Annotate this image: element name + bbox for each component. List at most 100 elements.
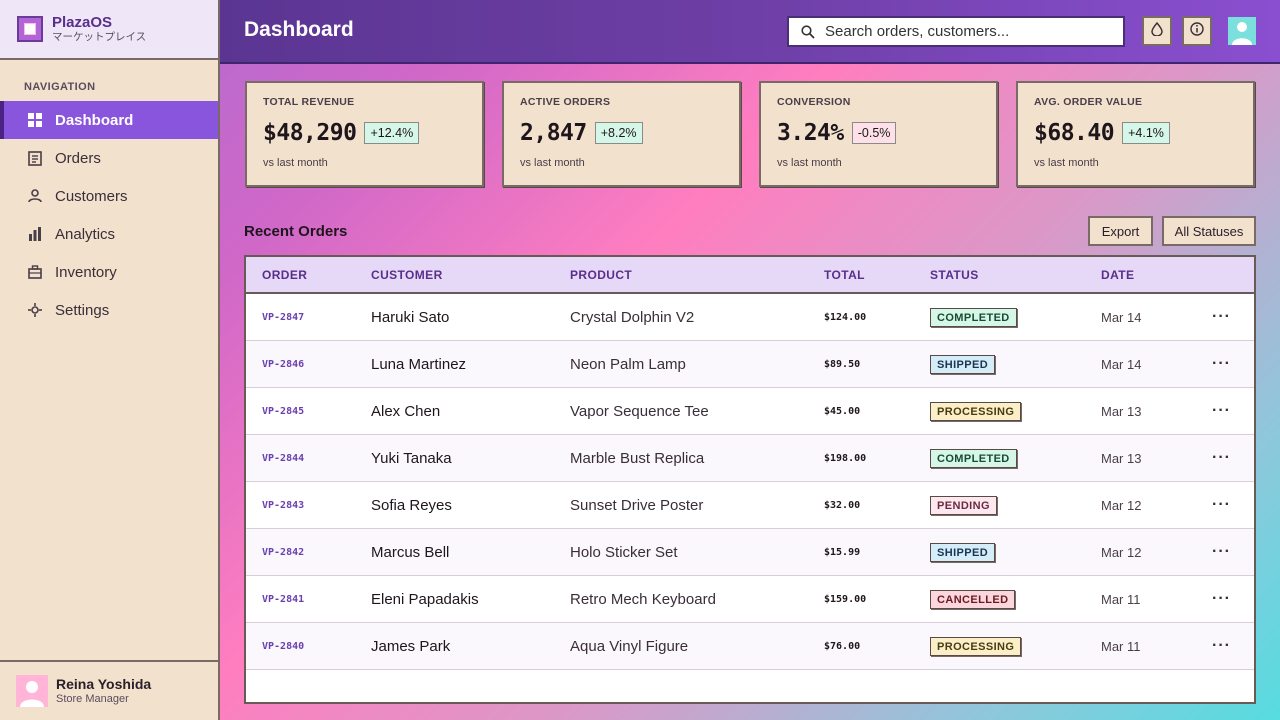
sidebar-item-settings[interactable]: Settings [0,291,218,329]
nav-heading: NAVIGATION [24,81,96,93]
info-icon [1190,21,1204,41]
brand-name: PlazaOS [52,13,113,31]
table-row[interactable]: VP-2842 Marcus Bell Holo Sticker Set $15… [246,529,1254,576]
table-row[interactable]: VP-2844 Yuki Tanaka Marble Bust Replica … [246,435,1254,482]
stat-card-revenue: TOTAL REVENUE $48,290 +12.4% vs last mon… [245,81,484,187]
column-header[interactable]: TOTAL [824,268,865,282]
sidebar-item-label: Dashboard [55,111,134,129]
more-actions-icon[interactable]: ··· [1212,496,1231,513]
column-header[interactable]: DATE [1101,268,1135,282]
user-profile[interactable]: Reina Yoshida Store Manager [0,660,218,720]
status-badge: SHIPPED [930,354,996,374]
customer-name: Haruki Sato [371,308,450,326]
sidebar-item-customers[interactable]: Customers [0,177,218,215]
briefcase-icon [27,264,43,280]
stat-card-active-orders: ACTIVE ORDERS 2,847 +8.2% vs last month [502,81,741,187]
export-button[interactable]: Export [1088,216,1153,246]
order-id[interactable]: VP-2840 [262,640,305,652]
logo-icon [17,16,43,42]
product-name: Crystal Dolphin V2 [570,308,695,326]
top-header: Dashboard Search orders, customers... [220,0,1280,64]
product-name: Neon Palm Lamp [570,355,686,373]
sidebar-item-label: Orders [55,149,101,167]
settings-icon [27,302,43,318]
status-filter-button[interactable]: All Statuses [1162,216,1256,246]
stat-card-avg-order: AVG. ORDER VALUE $68.40 +4.1% vs last mo… [1016,81,1255,187]
sidebar-item-inventory[interactable]: Inventory [0,253,218,291]
more-actions-icon[interactable]: ··· [1212,590,1231,607]
order-total: $32.00 [824,499,861,511]
table-row[interactable]: VP-2840 James Park Aqua Vinyl Figure $76… [246,623,1254,670]
order-total: $159.00 [824,593,867,605]
stat-label: AVG. ORDER VALUE [1034,96,1143,108]
table-row[interactable]: VP-2847 Haruki Sato Crystal Dolphin V2 $… [246,294,1254,341]
sidebar-item-dashboard[interactable]: Dashboard [0,101,218,139]
order-total: $15.99 [824,546,861,558]
search-input[interactable]: Search orders, customers... [787,16,1125,47]
stat-note: vs last month [1034,157,1099,169]
table-row[interactable]: VP-2841 Eleni Papadakis Retro Mech Keybo… [246,576,1254,623]
bar-chart-icon [27,226,43,242]
product-name: Holo Sticker Set [570,543,678,561]
order-total: $45.00 [824,405,861,417]
stat-delta: +8.2% [594,122,643,144]
table-row[interactable]: VP-2845 Alex Chen Vapor Sequence Tee $45… [246,388,1254,435]
sidebar: PlazaOS マーケットプレイス NAVIGATION Dashboard O… [0,0,220,720]
info-button[interactable] [1182,16,1212,46]
stat-value: 3.24% [777,120,844,146]
table-row[interactable]: VP-2846 Luna Martinez Neon Palm Lamp $89… [246,341,1254,388]
more-actions-icon[interactable]: ··· [1212,543,1231,560]
more-actions-icon[interactable]: ··· [1212,637,1231,654]
status-badge: COMPLETED [930,307,1017,327]
more-actions-icon[interactable]: ··· [1212,355,1231,372]
column-header[interactable]: CUSTOMER [371,268,443,282]
brand[interactable]: PlazaOS マーケットプレイス [0,0,218,60]
user-avatar-icon[interactable] [1228,17,1256,45]
stat-value: $68.40 [1034,120,1115,146]
theme-button[interactable] [1142,16,1172,46]
column-header[interactable]: STATUS [930,268,979,282]
sidebar-item-label: Customers [55,187,128,205]
order-id[interactable]: VP-2844 [262,452,305,464]
order-total: $124.00 [824,311,867,323]
section-title: Recent Orders [244,223,348,240]
user-name: Reina Yoshida [56,676,152,692]
status-badge: PROCESSING [930,401,1022,421]
stat-note: vs last month [520,157,585,169]
droplet-icon [1151,21,1163,41]
order-date: Mar 14 [1101,309,1142,325]
avatar [16,675,48,707]
more-actions-icon[interactable]: ··· [1212,449,1231,466]
sidebar-item-analytics[interactable]: Analytics [0,215,218,253]
table-row[interactable]: VP-2843 Sofia Reyes Sunset Drive Poster … [246,482,1254,529]
column-header[interactable]: ORDER [262,268,308,282]
stat-label: ACTIVE ORDERS [520,96,611,108]
search-placeholder: Search orders, customers... [825,23,1010,40]
order-total: $89.50 [824,358,861,370]
order-date: Mar 11 [1101,638,1141,654]
order-total: $198.00 [824,452,867,464]
order-id[interactable]: VP-2842 [262,546,305,558]
search-icon [801,24,815,39]
customer-name: Marcus Bell [371,543,450,561]
order-date: Mar 12 [1101,497,1142,513]
person-icon [27,188,43,204]
order-id[interactable]: VP-2843 [262,499,305,511]
status-badge: PROCESSING [930,636,1022,656]
more-actions-icon[interactable]: ··· [1212,402,1231,419]
column-header[interactable]: PRODUCT [570,268,633,282]
order-date: Mar 13 [1101,450,1142,466]
order-id[interactable]: VP-2846 [262,358,305,370]
more-actions-icon[interactable]: ··· [1212,308,1231,325]
sidebar-item-orders[interactable]: Orders [0,139,218,177]
customer-name: Alex Chen [371,402,441,420]
order-id[interactable]: VP-2841 [262,593,305,605]
nav-list: Dashboard Orders Customers Analytics Inv… [0,101,218,329]
stat-note: vs last month [263,157,328,169]
order-id[interactable]: VP-2847 [262,311,305,323]
status-badge: SHIPPED [930,542,996,562]
sidebar-item-label: Analytics [55,225,116,243]
stat-value: 2,847 [520,120,587,146]
order-id[interactable]: VP-2845 [262,405,305,417]
orders-table: ORDER CUSTOMER PRODUCT TOTAL STATUS DATE… [244,255,1256,704]
